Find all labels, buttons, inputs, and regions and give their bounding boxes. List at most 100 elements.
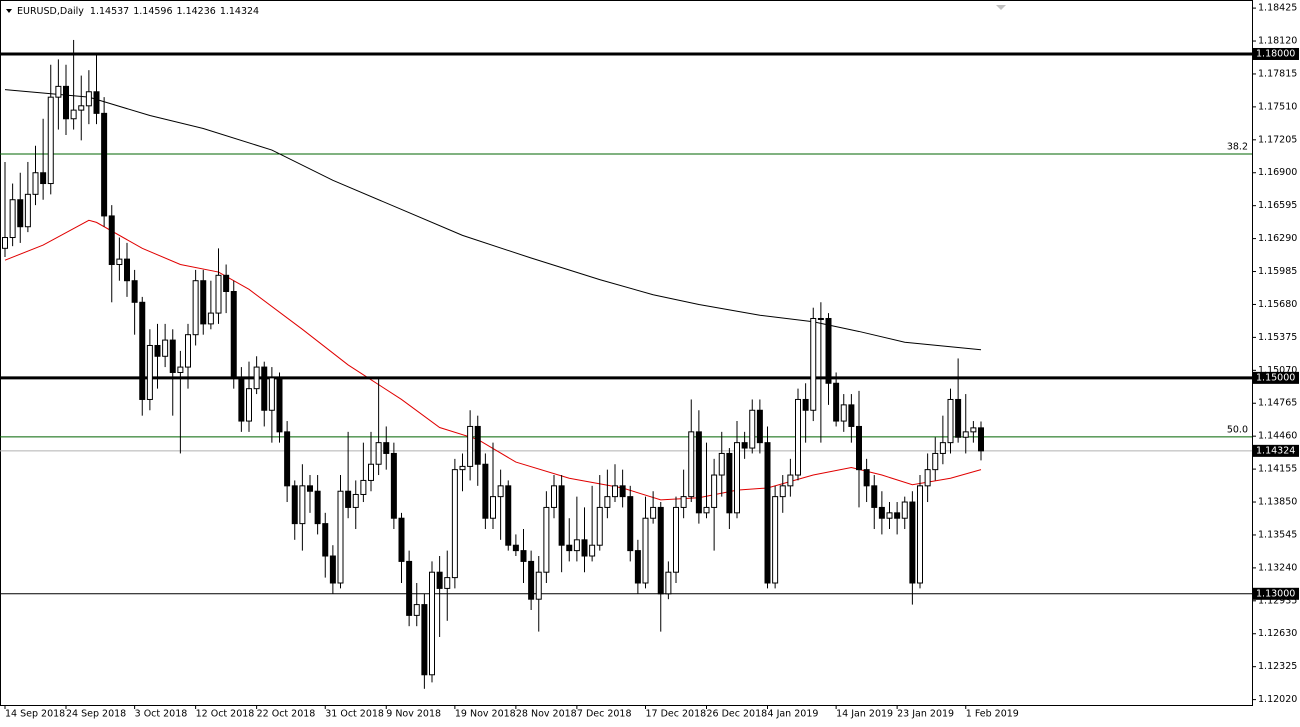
price-box <box>1253 371 1299 384</box>
candle-body <box>284 431 291 487</box>
price-box <box>1253 444 1299 457</box>
candle-body <box>390 452 397 519</box>
price-box-label: 1.13000 <box>1256 588 1295 599</box>
candle-body <box>695 431 702 514</box>
candle-body <box>490 496 496 519</box>
candle-body <box>200 280 207 325</box>
candle-body <box>246 388 252 422</box>
candle-body <box>383 442 390 454</box>
moving-average <box>4 219 982 501</box>
x-tick-label: 1 Feb 2019 <box>966 709 1019 720</box>
candle-body <box>345 490 352 508</box>
candle-body <box>802 398 809 411</box>
header-high: 1.14596 <box>133 6 172 17</box>
x-tick-label: 26 Dec 2018 <box>707 709 768 720</box>
candle-body <box>268 377 275 411</box>
y-tick-label: 1.16900 <box>1258 167 1297 178</box>
candle-body <box>932 452 939 471</box>
candle-body <box>101 112 108 217</box>
candle-body <box>947 398 954 444</box>
candle-body <box>398 517 405 562</box>
candle-body <box>139 301 146 400</box>
candle-body <box>413 604 420 616</box>
candle-body <box>596 506 603 546</box>
candle-body <box>779 485 786 498</box>
candle-body <box>558 485 565 546</box>
candle-body <box>368 463 374 481</box>
candle-body <box>894 512 901 519</box>
x-tick-label: 28 Nov 2018 <box>516 709 577 720</box>
candle-body <box>795 398 801 476</box>
candle-body <box>291 485 298 525</box>
candle-body <box>108 215 115 266</box>
candle-body <box>688 431 695 498</box>
y-tick-label: 1.14155 <box>1258 464 1297 475</box>
y-tick-label: 1.12630 <box>1258 628 1297 639</box>
candle-body <box>429 571 435 676</box>
header: EURUSD,Daily 1.14537 1.14596 1.14236 1.14324 <box>17 6 259 17</box>
candle-body <box>238 377 245 422</box>
candle-body <box>2 237 8 249</box>
candle-body <box>329 555 336 584</box>
price-box <box>1253 47 1299 60</box>
candle-body <box>467 425 474 467</box>
candle-body <box>169 339 176 373</box>
candle-body <box>78 105 85 111</box>
candle-body <box>711 474 718 508</box>
candle-body <box>604 496 611 508</box>
y-tick-label: 1.13545 <box>1258 529 1297 540</box>
y-tick-label: 1.13850 <box>1258 497 1297 508</box>
candle-body <box>665 571 672 595</box>
candle-body <box>718 452 725 476</box>
candle-body <box>253 366 260 390</box>
candle-body <box>566 544 573 552</box>
candle-body <box>154 344 161 357</box>
candle-body <box>505 485 512 546</box>
x-tick-label: 19 Nov 2018 <box>455 709 516 720</box>
candle-body <box>726 452 733 514</box>
candle-body <box>207 312 214 325</box>
candle-body <box>627 496 634 552</box>
candle-body <box>63 85 69 120</box>
menu-arrow <box>6 9 12 13</box>
candle-body <box>261 366 268 411</box>
y-tick-label: 1.14765 <box>1258 398 1297 409</box>
candle-body <box>619 485 626 498</box>
candle-body <box>886 512 893 519</box>
candle-body <box>116 258 123 266</box>
candle-body <box>55 85 62 98</box>
candle-body <box>673 506 679 573</box>
y-tick-label: 1.15985 <box>1258 266 1297 277</box>
x-tick-label: 4 Jan 2019 <box>768 709 819 720</box>
candle-body <box>307 485 313 492</box>
candle-body <box>93 91 100 114</box>
price-box-label: 1.14324 <box>1256 445 1295 456</box>
candle-body <box>817 317 824 320</box>
y-tick-label: 1.12020 <box>1258 694 1297 705</box>
header-low: 1.14236 <box>177 6 216 17</box>
candle-body <box>32 172 39 195</box>
candle-body <box>863 469 870 487</box>
candle-body <box>162 339 169 357</box>
candle-body <box>612 485 618 498</box>
candle-body <box>871 485 878 508</box>
candle-body <box>551 485 557 508</box>
candle-body <box>810 317 817 411</box>
candle-body <box>352 493 359 508</box>
x-tick-label: 23 Jan 2019 <box>897 709 954 720</box>
candle-body <box>573 539 580 552</box>
candle-body <box>512 544 519 552</box>
x-tick-label: 14 Sep 2018 <box>5 709 65 720</box>
candle-body <box>970 427 977 433</box>
candle-body <box>9 199 16 239</box>
price-box-label: 1.15000 <box>1256 372 1295 383</box>
y-tick-label: 1.17510 <box>1258 101 1297 112</box>
candle-body <box>322 523 329 557</box>
x-tick-label: 7 Dec 2018 <box>577 709 632 720</box>
x-tick-label: 12 Oct 2018 <box>196 709 255 720</box>
candle-body <box>749 409 756 449</box>
candle-body <box>146 344 153 400</box>
candle-body <box>917 485 923 584</box>
candle-body <box>772 496 779 584</box>
